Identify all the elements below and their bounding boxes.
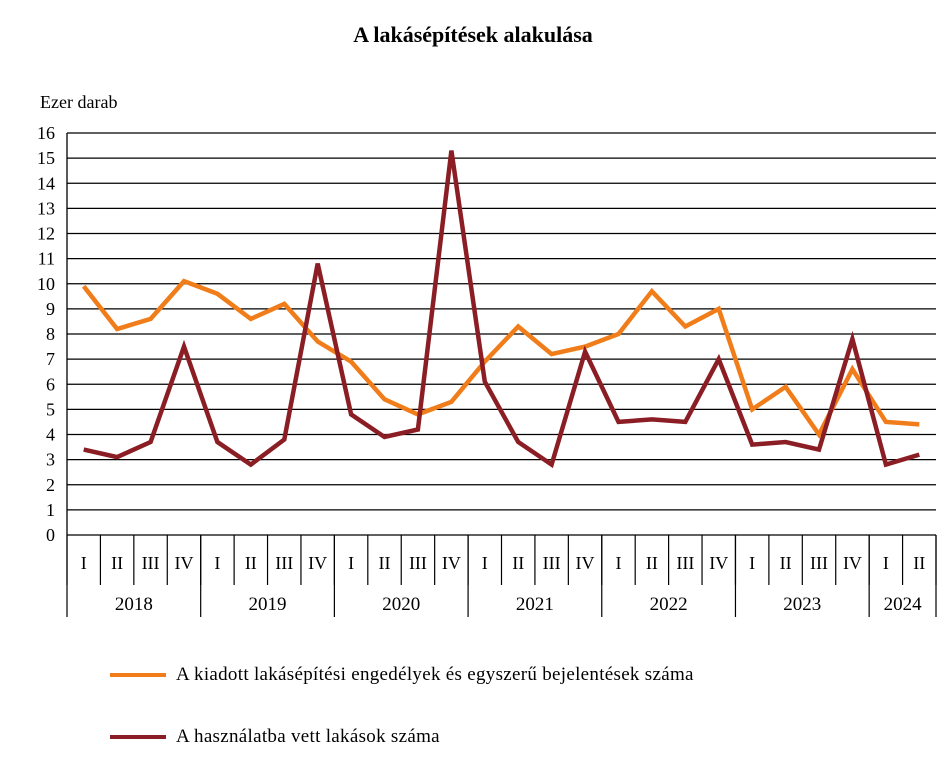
year-label: 2020 bbox=[382, 594, 420, 615]
x-tick-label: II bbox=[780, 553, 792, 573]
x-tick-label: I bbox=[883, 553, 889, 573]
x-tick-label: II bbox=[646, 553, 658, 573]
x-tick-label: I bbox=[482, 553, 488, 573]
legend-label-completed: A használatba vett lakások száma bbox=[176, 726, 440, 747]
x-tick-label: II bbox=[512, 553, 524, 573]
y-tick-label: 9 bbox=[46, 299, 55, 319]
y-tick-label: 14 bbox=[37, 173, 55, 193]
x-tick-label: II bbox=[379, 553, 391, 573]
year-label: 2022 bbox=[650, 594, 688, 615]
year-label: 2024 bbox=[884, 594, 923, 615]
series-line-permits bbox=[81, 278, 920, 439]
y-tick-label: 16 bbox=[37, 123, 55, 143]
x-tick-label: IV bbox=[843, 553, 862, 573]
x-tick-label: IV bbox=[174, 553, 193, 573]
x-tick-label: IV bbox=[709, 553, 728, 573]
y-tick-label: 10 bbox=[37, 274, 55, 294]
x-tick-label: III bbox=[142, 553, 160, 573]
x-tick-label: IV bbox=[308, 553, 327, 573]
y-tick-label: 7 bbox=[46, 349, 55, 369]
legend-swatch-completed bbox=[110, 735, 166, 739]
year-label: 2019 bbox=[249, 594, 287, 615]
y-tick-label: 6 bbox=[46, 374, 55, 394]
year-label: 2018 bbox=[115, 594, 153, 615]
x-tick-label: III bbox=[810, 553, 828, 573]
y-tick-label: 4 bbox=[46, 425, 55, 445]
x-tick-label: II bbox=[913, 553, 925, 573]
y-tick-label: 15 bbox=[37, 148, 55, 168]
y-tick-label: 0 bbox=[46, 525, 55, 545]
legend-swatch-permits bbox=[110, 673, 166, 677]
x-tick-label: I bbox=[348, 553, 354, 573]
x-tick-label: I bbox=[749, 553, 755, 573]
x-tick-label: II bbox=[245, 553, 257, 573]
x-tick-label: III bbox=[543, 553, 561, 573]
x-tick-label: I bbox=[214, 553, 220, 573]
y-tick-label: 13 bbox=[37, 198, 55, 218]
y-tick-label: 2 bbox=[46, 475, 55, 495]
x-tick-label: IV bbox=[576, 553, 595, 573]
y-tick-label: 11 bbox=[38, 249, 55, 269]
y-axis-unit-label: Ezer darab bbox=[40, 92, 118, 112]
legend-item-completed: A használatba vett lakások száma bbox=[110, 725, 440, 749]
x-tick-label: I bbox=[615, 553, 621, 573]
legend-label-permits: A kiadott lakásépítési engedélyek és egy… bbox=[176, 664, 694, 685]
y-tick-label: 1 bbox=[46, 500, 55, 520]
year-label: 2021 bbox=[516, 594, 554, 615]
y-tick-label: 5 bbox=[46, 399, 55, 419]
legend-item-permits: A kiadott lakásépítési engedélyek és egy… bbox=[110, 663, 694, 687]
x-tick-label: III bbox=[676, 553, 694, 573]
y-tick-label: 8 bbox=[46, 324, 55, 344]
y-tick-label: 12 bbox=[37, 224, 55, 244]
series-line-completed bbox=[83, 150, 920, 469]
x-tick-label: II bbox=[111, 553, 123, 573]
x-tick-label: III bbox=[275, 553, 293, 573]
chart-title: A lakásépítések alakulása bbox=[353, 22, 593, 47]
x-tick-label: III bbox=[409, 553, 427, 573]
y-tick-label: 3 bbox=[46, 450, 55, 470]
year-label: 2023 bbox=[783, 594, 821, 615]
x-tick-label: IV bbox=[442, 553, 461, 573]
x-tick-label: I bbox=[81, 553, 87, 573]
